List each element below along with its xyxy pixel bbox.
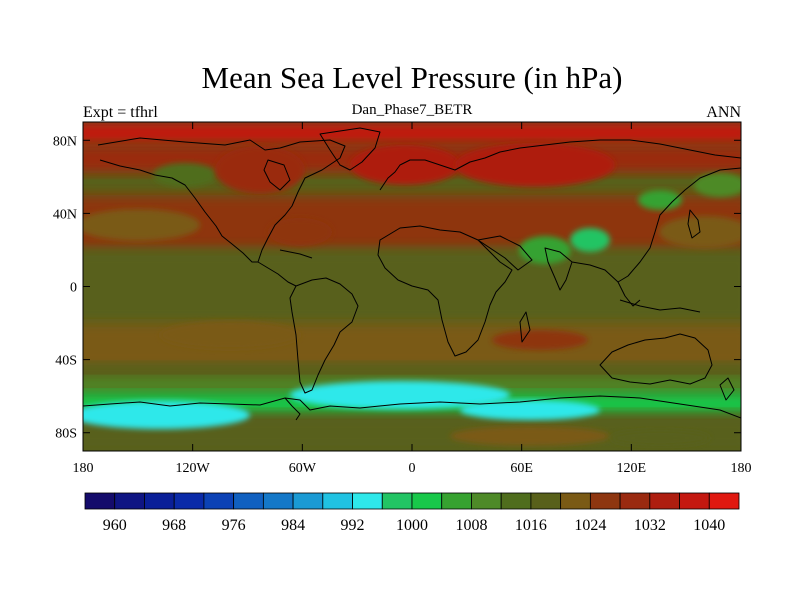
x-tick-label: 60E bbox=[510, 461, 533, 476]
pressure-cell bbox=[492, 330, 588, 350]
pressure-cell bbox=[290, 381, 510, 409]
colorbar-bin bbox=[679, 492, 710, 510]
y-tick-label: 40N bbox=[53, 207, 77, 222]
colorbar-bin bbox=[560, 492, 591, 510]
coastline-southeast-asia bbox=[617, 281, 641, 307]
colorbar-bin bbox=[530, 492, 562, 510]
pressure-cell bbox=[659, 216, 741, 248]
coastline-greenland bbox=[319, 127, 381, 171]
pressure-cell bbox=[455, 143, 615, 187]
colorbar-label: 1016 bbox=[515, 517, 547, 534]
pressure-cell bbox=[160, 321, 300, 349]
pressure-cell bbox=[570, 228, 610, 252]
pressure-cell bbox=[83, 209, 200, 241]
y-tick-label: 80N bbox=[53, 134, 77, 149]
colorbar-bin bbox=[352, 492, 383, 510]
pressure-cell bbox=[460, 400, 600, 420]
y-tick-label: 80S bbox=[55, 427, 77, 442]
coastline-antarctic-peninsula bbox=[284, 397, 301, 421]
y-tick-label: 40S bbox=[55, 354, 77, 369]
chart-subtitle: Dan_Phase7_BETR bbox=[352, 102, 473, 118]
experiment-label: Expt = tfhrl bbox=[83, 104, 158, 121]
y-tick-label: 0 bbox=[70, 281, 77, 296]
pressure-field-features bbox=[83, 143, 741, 446]
colorbar-label: 1040 bbox=[693, 517, 725, 534]
coastline-madagascar bbox=[519, 311, 531, 343]
colorbar-bin bbox=[619, 492, 651, 510]
pressure-cell bbox=[350, 145, 460, 185]
coastline-east-asia bbox=[571, 167, 741, 283]
coastline-hudson-bay bbox=[263, 159, 291, 191]
pressure-cell bbox=[215, 146, 305, 194]
colorbar-bin bbox=[708, 492, 740, 510]
coastline-north-america bbox=[97, 137, 346, 263]
colorbar-bin bbox=[173, 492, 205, 510]
colorbar-bin bbox=[589, 492, 621, 510]
colorbar-label: 960 bbox=[103, 517, 127, 534]
x-tick-label: 60W bbox=[289, 461, 317, 476]
colorbar-bin bbox=[381, 492, 413, 510]
coastline-indonesia bbox=[619, 299, 701, 313]
coastline-caribbean bbox=[279, 249, 313, 259]
colorbar-label: 1032 bbox=[634, 517, 666, 534]
colorbar-bin bbox=[500, 492, 532, 510]
x-tick-label: 120W bbox=[176, 461, 211, 476]
coastline-australia bbox=[599, 333, 713, 385]
x-tick-label: 180 bbox=[73, 461, 94, 476]
coastline-europe bbox=[379, 139, 741, 191]
coastline-new-zealand bbox=[719, 377, 735, 401]
colorbar-bin bbox=[262, 492, 294, 510]
colorbar-bin bbox=[649, 492, 680, 510]
coastline-india bbox=[544, 247, 573, 291]
pressure-band bbox=[83, 122, 741, 144]
pressure-cell bbox=[638, 190, 682, 210]
x-axis: 180 120W 60W 0 60E 120E 180 bbox=[73, 122, 752, 476]
colorbar-bin bbox=[441, 492, 472, 510]
colorbar-bin bbox=[411, 492, 443, 510]
x-tick-label: 120E bbox=[617, 461, 647, 476]
pressure-cell bbox=[153, 163, 217, 187]
colorbar-bin bbox=[114, 492, 145, 510]
colorbar-bin bbox=[84, 492, 116, 510]
chart-title: Mean Sea Level Pressure (in hPa) bbox=[202, 60, 623, 95]
pressure-band bbox=[83, 363, 741, 378]
pressure-map bbox=[83, 122, 741, 451]
x-tick-label: 180 bbox=[731, 461, 752, 476]
colorbar: 960 968 976 984 992 1000 1008 1016 1024 1032 1040 bbox=[84, 492, 740, 534]
colorbar-bin bbox=[144, 492, 175, 510]
pressure-cell bbox=[694, 173, 741, 197]
colorbar-label: 976 bbox=[222, 517, 246, 534]
colorbar-bin bbox=[292, 492, 324, 510]
coastline-central-america bbox=[257, 261, 297, 287]
colorbar-bin bbox=[233, 492, 264, 510]
colorbar-label: 968 bbox=[162, 517, 186, 534]
colorbar-label: 1000 bbox=[396, 517, 428, 534]
coastline-arabia bbox=[477, 235, 533, 271]
colorbar-bin bbox=[471, 492, 502, 510]
season-label: ANN bbox=[706, 104, 741, 121]
colorbar-label: 992 bbox=[341, 517, 365, 534]
pressure-cell bbox=[83, 401, 250, 429]
colorbar-bin bbox=[203, 492, 235, 510]
coastlines bbox=[83, 127, 741, 421]
coastline-antarctica bbox=[83, 395, 741, 419]
colorbar-label: 1008 bbox=[455, 517, 487, 534]
coastline-japan bbox=[687, 209, 701, 239]
pressure-cell bbox=[450, 426, 610, 446]
colorbar-bin bbox=[322, 492, 353, 510]
x-tick-label: 0 bbox=[409, 461, 416, 476]
coastline-south-america bbox=[289, 277, 359, 394]
y-axis: 80N 40N 0 40S 80S bbox=[53, 134, 741, 442]
coastline-africa bbox=[377, 225, 513, 357]
colorbar-label: 1024 bbox=[574, 517, 606, 534]
pressure-cell bbox=[610, 430, 710, 446]
pressure-cell bbox=[268, 218, 332, 246]
colorbar-label: 984 bbox=[281, 517, 305, 534]
